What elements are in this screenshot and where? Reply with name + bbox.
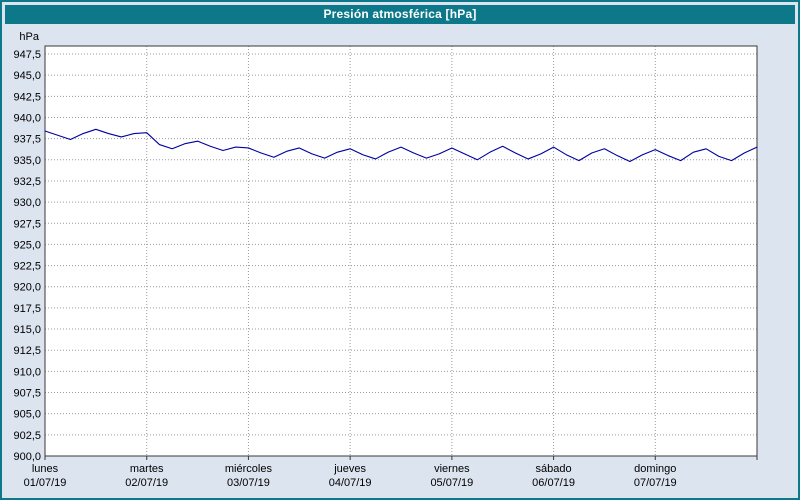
x-day-label: domingo — [634, 463, 676, 475]
x-date-label: 02/07/19 — [125, 477, 168, 489]
x-day-label: martes — [130, 463, 164, 475]
x-date-label: 05/07/19 — [430, 477, 473, 489]
y-tick-label: 920,0 — [13, 282, 41, 294]
x-day-label: jueves — [333, 463, 366, 475]
x-axis-labels: lunes 01/07/19 martes 02/07/19 miércoles 03/0… — [24, 463, 677, 489]
x-date-label: 04/07/19 — [329, 477, 372, 489]
chart-area: 947,5 945,0 942,5 940,0 937,5 935,0 932,5 930,0… — [5, 26, 795, 495]
y-tick-label: 905,0 — [13, 409, 41, 421]
y-tick-label: 917,5 — [13, 303, 41, 315]
y-tick-label: 930,0 — [13, 197, 41, 209]
y-tick-label: 925,0 — [13, 239, 41, 251]
y-tick-label: 915,0 — [13, 324, 41, 336]
y-tick-label: 947,5 — [13, 49, 41, 61]
chart-title-bar: Presión atmosférica [hPa] — [5, 5, 795, 24]
y-axis-title: hPa — [19, 31, 39, 43]
y-tick-label: 902,5 — [13, 430, 41, 442]
x-day-label: miércoles — [225, 463, 273, 475]
y-tick-label: 940,0 — [13, 112, 41, 124]
plot-background — [45, 46, 757, 456]
y-tick-label: 932,5 — [13, 176, 41, 188]
y-tick-label: 907,5 — [13, 388, 41, 400]
chart-title: Presión atmosférica [hPa] — [323, 7, 477, 21]
pressure-line-chart: 947,5 945,0 942,5 940,0 937,5 935,0 932,5 930,0… — [13, 31, 758, 489]
x-date-label: 03/07/19 — [227, 477, 270, 489]
x-day-label: sábado — [536, 463, 572, 475]
x-date-label: 01/07/19 — [24, 477, 67, 489]
y-tick-label: 942,5 — [13, 91, 41, 103]
pressure-series-line — [44, 128, 758, 163]
x-date-label: 06/07/19 — [532, 477, 575, 489]
y-tick-label: 937,5 — [13, 134, 41, 146]
x-day-label: viernes — [434, 463, 470, 475]
y-axis-labels: 947,5 945,0 942,5 940,0 937,5 935,0 932,5 930,0… — [13, 31, 41, 463]
y-tick-label: 910,0 — [13, 366, 41, 378]
x-date-label: 07/07/19 — [634, 477, 677, 489]
y-tick-label: 912,5 — [13, 345, 41, 357]
x-day-label: lunes — [32, 463, 59, 475]
y-tick-label: 927,5 — [13, 218, 41, 230]
y-tick-label: 945,0 — [13, 70, 41, 82]
gridlines — [45, 46, 757, 457]
plot-border — [44, 45, 758, 457]
y-tick-label: 922,5 — [13, 261, 41, 273]
y-tick-label: 900,0 — [13, 451, 41, 463]
y-tick-label: 935,0 — [13, 155, 41, 167]
